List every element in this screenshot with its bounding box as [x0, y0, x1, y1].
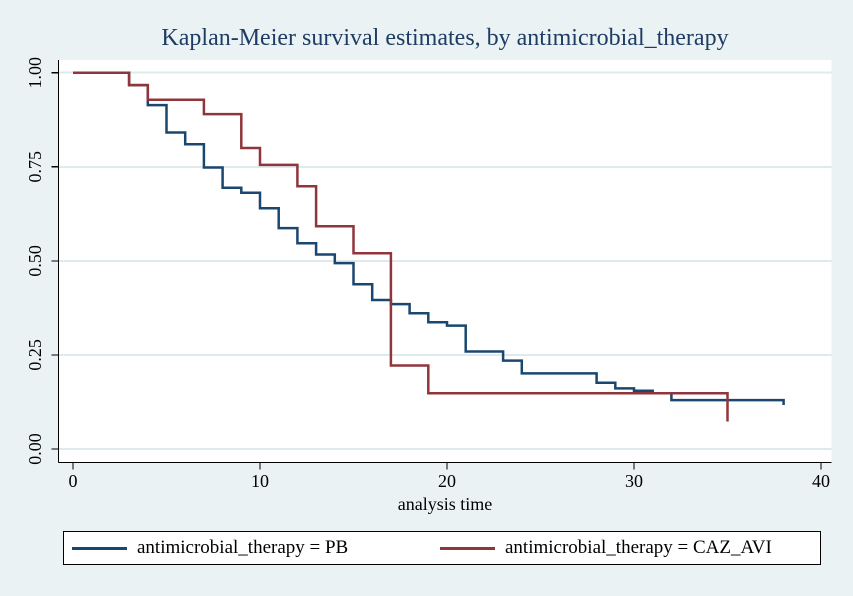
x-tick-label: 20	[438, 471, 456, 491]
legend-label-pb: antimicrobial_therapy = PB	[137, 537, 349, 558]
x-tick-label: 30	[625, 471, 643, 491]
x-tick-label: 40	[812, 471, 830, 491]
km-curve-pb	[73, 71, 785, 405]
km-curve-caz-avi	[73, 71, 729, 422]
legend-line-caz-avi	[440, 546, 495, 550]
legend-label-caz-avi: antimicrobial_therapy = CAZ_AVI	[505, 537, 772, 558]
legend-box: antimicrobial_therapy = PB antimicrobial…	[63, 531, 821, 565]
legend-item-pb: antimicrobial_therapy = PB	[72, 532, 348, 564]
chart-title: Kaplan-Meier survival estimates, by anti…	[161, 25, 729, 51]
x-tick-label: 10	[251, 471, 269, 491]
x-tick-label: 0	[69, 471, 78, 491]
y-tick-label: 0.75	[25, 151, 45, 183]
y-tick-label: 1.00	[25, 57, 45, 89]
legend-item-caz-avi: antimicrobial_therapy = CAZ_AVI	[440, 532, 772, 564]
y-tick-label: 0.00	[25, 433, 45, 465]
y-tick-label: 0.25	[25, 339, 45, 371]
y-tick-label: 0.50	[25, 245, 45, 277]
x-axis-label: analysis time	[397, 494, 493, 514]
legend-line-pb	[72, 546, 127, 550]
